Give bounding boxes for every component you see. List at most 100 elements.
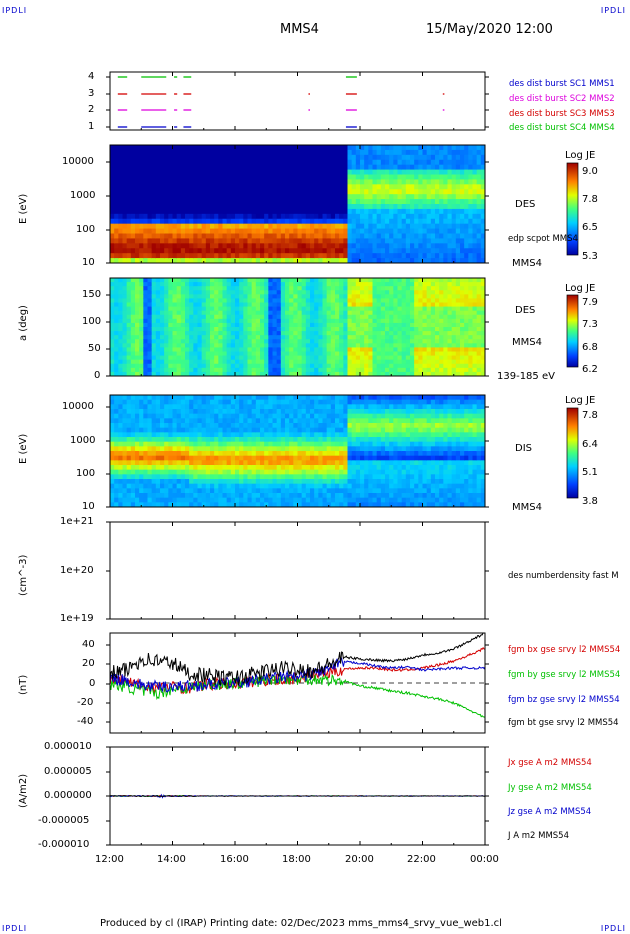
des-pitch-cell <box>426 310 432 316</box>
des-pitch-cell <box>360 355 365 361</box>
des-pitch-cell <box>280 302 286 308</box>
des-energy-cell <box>130 253 136 259</box>
des-energy-cell <box>405 228 411 235</box>
des-pitch-cell <box>401 282 407 287</box>
des-energy-cell <box>380 154 386 161</box>
des-pitch-cell <box>218 310 224 316</box>
des-pitch-cell <box>214 335 219 340</box>
des-pitch-cell <box>293 363 299 369</box>
des-energy-cell <box>443 145 449 151</box>
dis-energy-cell <box>130 395 136 401</box>
dis-energy-cell <box>122 404 128 410</box>
des-energy-cell <box>230 243 236 249</box>
des-pitch-cell <box>464 355 469 361</box>
des-energy-cell <box>389 179 394 185</box>
des-pitch-cell <box>305 282 311 287</box>
dis-energy-cell <box>189 413 194 419</box>
des-pitch-cell <box>368 282 374 287</box>
des-energy-cell <box>260 238 265 244</box>
des-pitch-cell <box>280 347 286 353</box>
des-pitch-cell <box>397 347 403 353</box>
des-pitch-cell <box>305 363 311 369</box>
des-pitch-cell <box>218 282 224 287</box>
des-pitch-cell <box>135 343 140 349</box>
des-energy-cell <box>276 199 282 205</box>
des-energy-cell <box>276 243 282 249</box>
des-pitch-cell <box>197 363 203 369</box>
des-energy-cell <box>447 174 453 181</box>
des-pitch-cell <box>464 282 469 287</box>
des-pitch-cell <box>360 327 365 332</box>
des-energy-cell <box>130 223 136 230</box>
des-pitch-cell <box>339 363 344 369</box>
des-pitch-cell <box>451 286 457 291</box>
des-energy-cell <box>314 208 319 215</box>
des-pitch-cell <box>193 322 199 328</box>
des-pitch-cell <box>205 298 211 304</box>
des-pitch-cell <box>239 310 244 316</box>
des-energy-cell <box>401 258 407 263</box>
des-pitch-cell <box>372 322 378 328</box>
des-energy-cell <box>451 228 457 235</box>
des-pitch-cell <box>468 355 474 361</box>
des-energy-cell <box>143 145 149 151</box>
des-pitch-cell <box>364 306 369 312</box>
dis-energy-cell <box>189 437 194 443</box>
des-pitch-cell <box>426 339 432 344</box>
des-energy-cell <box>118 154 124 161</box>
des-energy-cell <box>355 149 361 156</box>
des-pitch-cell <box>343 306 349 312</box>
dis-energy-cell <box>210 418 215 424</box>
des-energy-cell <box>110 145 115 151</box>
des-energy-cell <box>114 218 119 225</box>
des-energy-cell <box>468 189 474 195</box>
des-energy-cell <box>301 145 307 151</box>
dis-energy-cell <box>193 404 199 410</box>
des-pitch-cell <box>468 331 474 336</box>
des-pitch-cell <box>135 294 140 300</box>
des-pitch-cell <box>264 351 269 357</box>
des-energy-cell <box>255 238 261 244</box>
des-pitch-cell <box>205 363 211 369</box>
des-pitch-cell <box>372 327 378 332</box>
dis-energy-cell <box>118 460 124 466</box>
des-pitch-cell <box>293 351 299 357</box>
des-energy-cell <box>114 213 119 220</box>
des-energy-cell <box>305 159 311 166</box>
des-energy-cell <box>268 223 274 230</box>
des-pitch-cell <box>147 359 153 365</box>
dis-energy-cell <box>214 455 219 461</box>
dis-energy-cell <box>172 497 178 503</box>
des-energy-cell <box>430 238 436 244</box>
dis-energy-cell <box>114 427 119 433</box>
des-energy-cell <box>214 243 219 249</box>
des-pitch-cell <box>222 355 228 361</box>
des-pitch-cell <box>139 363 144 369</box>
des-pitch-cell <box>439 278 444 283</box>
des-pitch-cell <box>355 367 361 373</box>
dis-energy-cell <box>218 446 224 452</box>
des-pitch-cell <box>218 355 224 361</box>
des-pitch-cell <box>260 278 265 283</box>
des-energy-cell <box>180 174 186 181</box>
des-energy-cell <box>401 169 407 176</box>
des-energy-cell <box>480 233 485 240</box>
des-pitch-cell <box>185 290 190 295</box>
dis-energy-cell <box>201 432 207 438</box>
des-pitch-cell <box>464 318 469 324</box>
des-energy-cell <box>314 223 319 230</box>
des-energy-cell <box>180 258 186 263</box>
des-energy-cell <box>468 238 474 244</box>
des-pitch-cell <box>230 294 236 300</box>
des-pitch-cell <box>414 339 419 344</box>
des-pitch-cell <box>180 298 186 304</box>
dis-energy-cell <box>143 409 149 415</box>
des-energy-cell <box>410 159 415 166</box>
des-energy-cell <box>260 204 265 210</box>
des-energy-cell <box>222 194 228 200</box>
des-energy-cell <box>476 258 482 263</box>
des-pitch-cell <box>135 314 140 320</box>
dis-energy-cell <box>210 427 215 433</box>
des-energy-cell <box>126 174 132 181</box>
des-pitch-cell <box>155 351 161 357</box>
